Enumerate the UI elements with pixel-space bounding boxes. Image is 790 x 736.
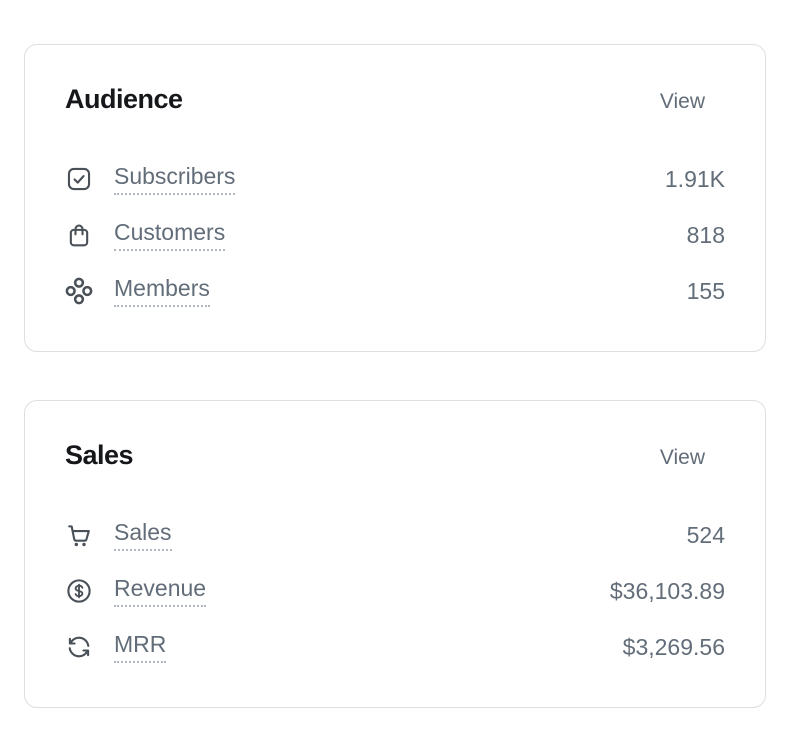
audience-card-header: Audience View bbox=[65, 83, 725, 115]
shopping-cart-icon bbox=[65, 521, 93, 549]
metric-label-sales[interactable]: Sales bbox=[114, 519, 172, 552]
card-title-audience: Audience bbox=[65, 84, 183, 114]
sales-card-header: Sales View bbox=[65, 439, 725, 471]
shopping-bag-icon bbox=[65, 221, 93, 249]
sales-card: Sales View Sales 524 bbox=[24, 400, 766, 708]
metric-value-mrr: $3,269.56 bbox=[622, 633, 725, 660]
card-title-sales: Sales bbox=[65, 440, 134, 470]
check-square-icon bbox=[65, 165, 93, 193]
audience-card: Audience View Subscribers 1.91K bbox=[24, 44, 766, 352]
members-icon bbox=[65, 277, 93, 305]
metric-label-members[interactable]: Members bbox=[114, 275, 210, 308]
refresh-icon bbox=[65, 633, 93, 661]
metric-row-customers: Customers 818 bbox=[65, 207, 725, 263]
sales-rows: Sales 524 Revenue $36,103.89 bbox=[65, 507, 725, 675]
metric-value-revenue: $36,103.89 bbox=[609, 577, 725, 604]
metric-value-subscribers: 1.91K bbox=[664, 165, 725, 192]
audience-rows: Subscribers 1.91K Customers 818 bbox=[65, 151, 725, 319]
metric-value-members: 155 bbox=[686, 277, 725, 304]
sales-view-link[interactable]: View bbox=[659, 446, 705, 469]
metric-row-subscribers: Subscribers 1.91K bbox=[65, 151, 725, 207]
metric-label-subscribers[interactable]: Subscribers bbox=[114, 163, 236, 196]
dollar-circle-icon bbox=[65, 577, 93, 605]
metric-label-revenue[interactable]: Revenue bbox=[114, 575, 207, 608]
metric-value-customers: 818 bbox=[686, 221, 725, 248]
metric-label-mrr[interactable]: MRR bbox=[114, 631, 167, 664]
metric-value-sales: 524 bbox=[686, 521, 725, 548]
audience-view-link[interactable]: View bbox=[659, 90, 705, 113]
metric-row-members: Members 155 bbox=[65, 263, 725, 319]
metric-row-mrr: MRR $3,269.56 bbox=[65, 619, 725, 675]
metric-row-revenue: Revenue $36,103.89 bbox=[65, 563, 725, 619]
metric-label-customers[interactable]: Customers bbox=[114, 219, 226, 252]
metric-row-sales: Sales 524 bbox=[65, 507, 725, 563]
